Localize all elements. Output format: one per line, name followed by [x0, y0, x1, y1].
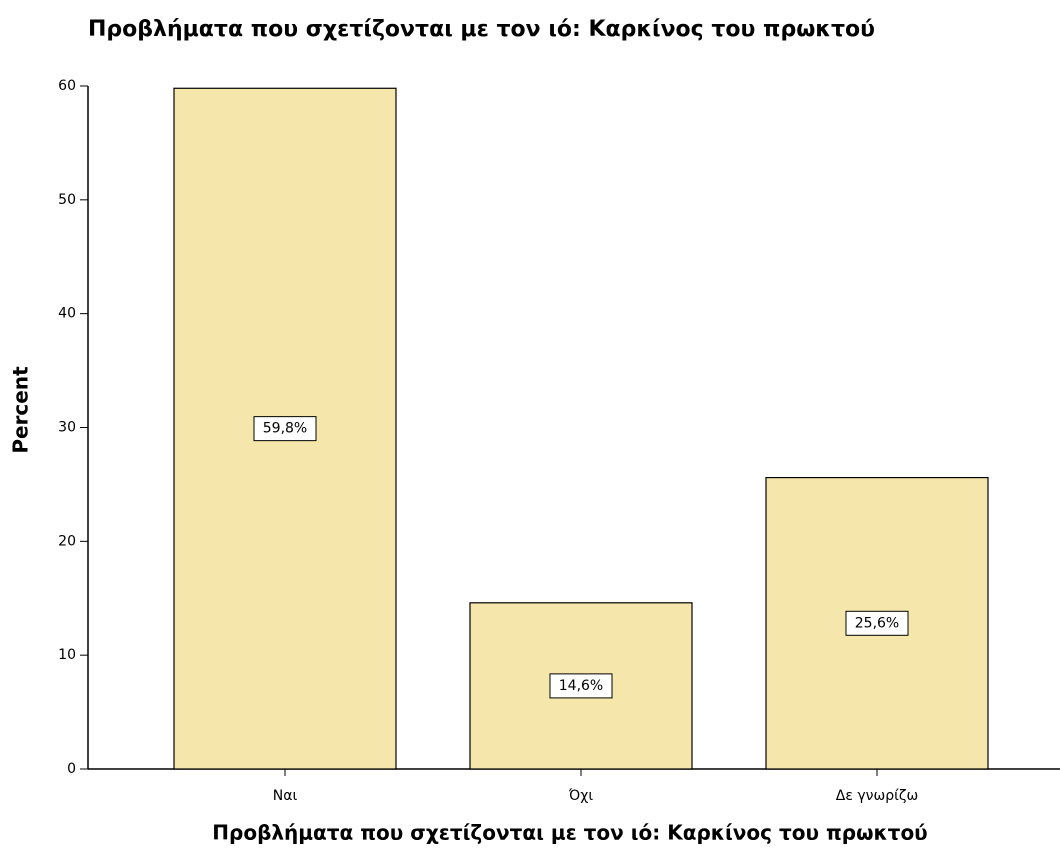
- value-label-box: [549, 673, 613, 699]
- y-axis-title: Percent: [9, 366, 33, 454]
- value-label: 59,8%: [263, 421, 307, 437]
- y-tick-label: 10: [58, 647, 76, 663]
- y-tick-label: 50: [58, 192, 76, 208]
- y-tick-label: 40: [58, 306, 76, 322]
- y-tick-label: 30: [58, 420, 76, 436]
- value-label-box: [253, 416, 317, 442]
- x-tick-label: Όχι: [568, 788, 593, 804]
- y-tick-label: 60: [58, 78, 76, 94]
- y-tick-label: 20: [58, 533, 76, 549]
- value-label-box: [845, 610, 909, 636]
- chart-title: Προβλήματα που σχετίζονται με τον ιό: Κα…: [88, 17, 875, 42]
- value-label: 25,6%: [855, 615, 899, 631]
- x-axis-title: Προβλήματα που σχετίζονται με τον ιό: Κα…: [212, 821, 927, 845]
- x-tick-label: Δε γνωρίζω: [836, 788, 918, 804]
- y-tick-label: 0: [67, 761, 76, 777]
- value-label: 14,6%: [559, 678, 603, 694]
- x-tick-label: Ναι: [273, 788, 298, 804]
